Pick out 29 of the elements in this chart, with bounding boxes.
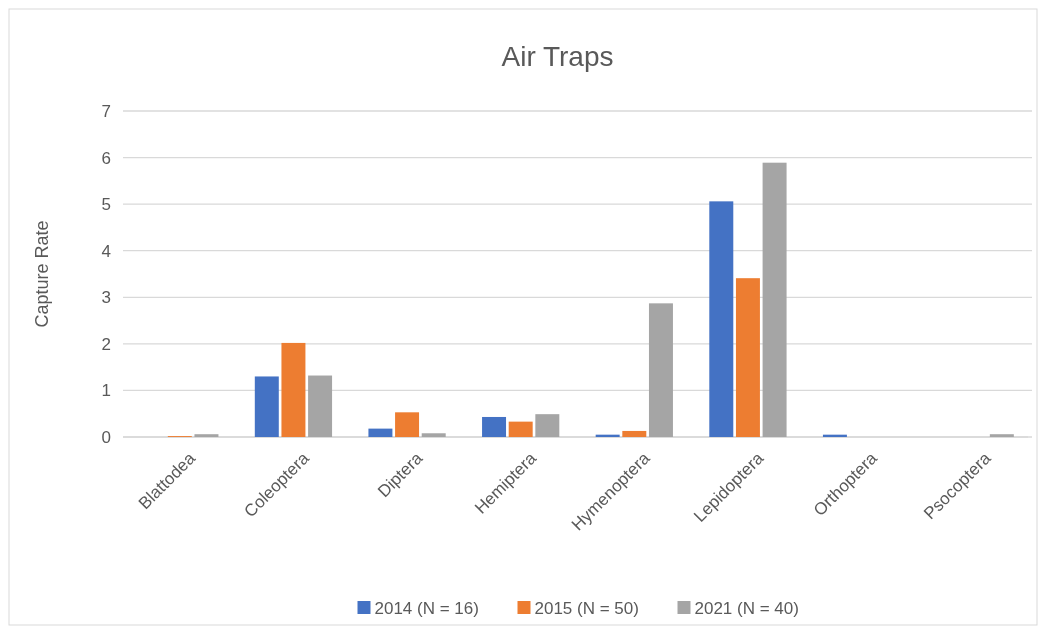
y-tick-label: 3	[101, 288, 111, 308]
y-tick-label: 5	[101, 195, 111, 215]
bar	[648, 303, 673, 437]
y-axis-title: Capture Rate	[32, 220, 52, 328]
bar	[421, 433, 446, 437]
legend-label: 2015 (N = 50)	[534, 598, 639, 618]
bar	[989, 434, 1014, 437]
bar	[395, 412, 420, 437]
bar	[508, 421, 533, 437]
y-tick-label: 7	[101, 101, 111, 121]
y-tick-label: 2	[101, 334, 111, 354]
y-tick-label: 4	[101, 241, 111, 261]
bar	[281, 342, 306, 437]
y-tick-label: 6	[101, 148, 111, 168]
bar	[535, 414, 560, 437]
bar	[735, 278, 760, 437]
bar	[762, 162, 787, 437]
bar	[194, 434, 219, 437]
chart-title: Air Traps	[501, 41, 614, 72]
bar	[254, 376, 279, 437]
legend-label: 2021 (N = 40)	[694, 598, 799, 618]
bar	[709, 201, 734, 437]
bar	[308, 375, 333, 437]
bar	[622, 430, 647, 437]
bar	[368, 428, 393, 437]
y-tick-label: 1	[101, 381, 111, 401]
bar	[482, 416, 507, 437]
y-tick-label: 0	[101, 427, 111, 447]
legend-label: 2014 (N = 16)	[374, 598, 479, 618]
